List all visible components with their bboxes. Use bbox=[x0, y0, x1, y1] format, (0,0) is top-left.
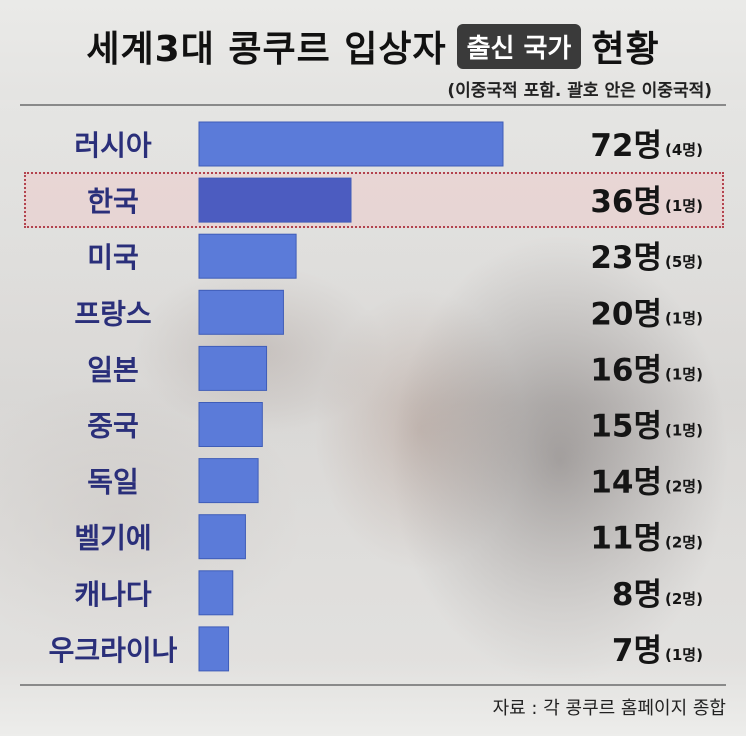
bar bbox=[198, 345, 268, 391]
category-label: 독일 bbox=[87, 466, 139, 499]
highlight-row-box bbox=[24, 172, 724, 228]
chart-title: 세계3대 콩쿠르 입상자 출신 국가 현황 bbox=[0, 18, 746, 74]
dual-citizenship-label: (5명) bbox=[665, 253, 703, 271]
category-label: 일본 bbox=[87, 353, 139, 386]
value-label: 8명 bbox=[612, 577, 662, 613]
top-divider bbox=[20, 104, 726, 106]
category-label: 한국 bbox=[87, 185, 139, 218]
value-label: 20명 bbox=[590, 296, 662, 332]
dual-citizenship-label: (1명) bbox=[665, 197, 703, 215]
dual-citizenship-label: (1명) bbox=[665, 309, 703, 327]
dual-citizenship-label: (2명) bbox=[665, 534, 703, 552]
dual-citizenship-label: (4명) bbox=[665, 141, 703, 159]
value-label: 36명 bbox=[590, 184, 662, 220]
dual-citizenship-label: (1명) bbox=[665, 422, 703, 440]
category-label: 캐나다 bbox=[74, 578, 152, 611]
bar bbox=[198, 514, 246, 560]
value-label: 23명 bbox=[590, 240, 662, 276]
title-suffix: 현황 bbox=[591, 29, 660, 70]
chart-subtitle: (이중국적 포함. 괄호 안은 이중국적) bbox=[447, 81, 712, 101]
dual-citizenship-label: (2명) bbox=[665, 478, 703, 496]
bar bbox=[198, 121, 504, 167]
bar bbox=[198, 289, 284, 335]
bar bbox=[198, 626, 230, 672]
dual-citizenship-label: (2명) bbox=[665, 590, 703, 608]
bar bbox=[198, 233, 297, 279]
title-highlight-badge: 출신 국가 bbox=[456, 23, 582, 69]
value-label: 72명 bbox=[590, 128, 662, 164]
category-label: 러시아 bbox=[74, 129, 152, 162]
title-main: 세계3대 콩쿠르 입상자 bbox=[86, 29, 447, 70]
source-note: 자료 : 각 콩쿠르 홈페이지 종합 bbox=[492, 698, 726, 719]
category-label: 미국 bbox=[87, 241, 139, 274]
dual-citizenship-label: (1명) bbox=[665, 365, 703, 383]
category-label: 벨기에 bbox=[74, 522, 151, 555]
bar bbox=[198, 177, 352, 223]
bar bbox=[198, 402, 263, 447]
value-label: 16명 bbox=[590, 352, 662, 388]
dual-citizenship-label: (1명) bbox=[665, 646, 703, 664]
bar bbox=[198, 570, 234, 616]
value-label: 7명 bbox=[612, 633, 662, 669]
value-label: 11명 bbox=[590, 521, 662, 557]
category-label: 프랑스 bbox=[74, 297, 151, 330]
value-label: 14명 bbox=[590, 465, 662, 501]
bottom-divider bbox=[20, 684, 726, 686]
category-label: 우크라이나 bbox=[49, 634, 178, 667]
category-label: 중국 bbox=[87, 410, 139, 443]
bar bbox=[198, 458, 259, 504]
value-label: 15명 bbox=[590, 409, 662, 445]
